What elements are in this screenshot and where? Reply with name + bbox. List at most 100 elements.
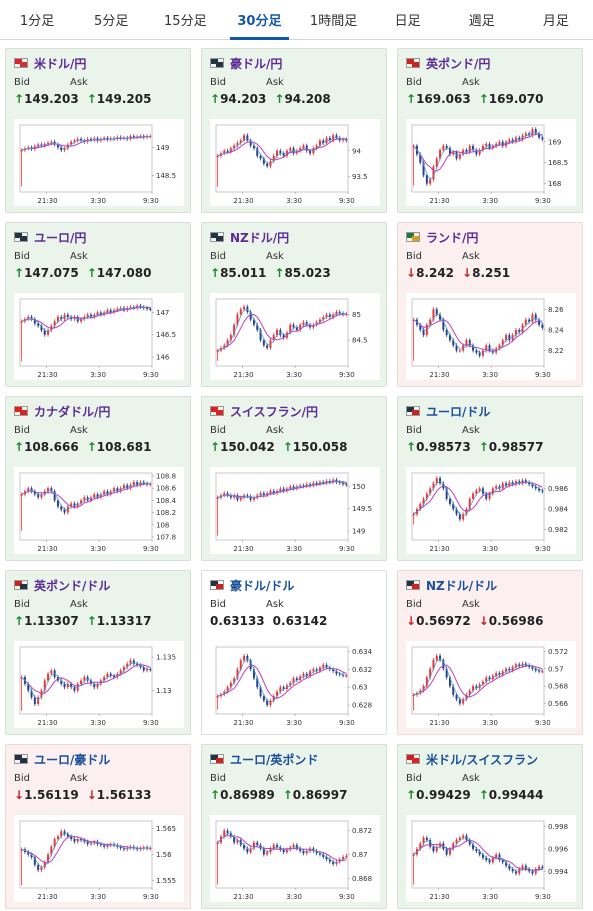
mini-candle-chart[interactable]: 0.998 0.996 0.994 21:30 3:30 9:30 bbox=[406, 815, 576, 902]
candle-body bbox=[276, 329, 279, 336]
candle-body bbox=[86, 841, 89, 845]
candle-body bbox=[132, 660, 135, 664]
candle-body bbox=[83, 840, 86, 842]
pair-name-link[interactable]: カナダドル/円 bbox=[34, 404, 111, 419]
trend-arrow-icon: ↑ bbox=[282, 440, 293, 454]
pair-name-link[interactable]: 英ポンド/ドル bbox=[34, 578, 111, 593]
rate-card[interactable]: ランド/円 Bid Ask ↓8.242 ↓8.251 8.26 8.24 8.22 21:30… bbox=[397, 222, 583, 387]
rate-card[interactable]: NZドル/円 Bid Ask ↑85.011 ↑85.023 85 84.5 21:30 3:3… bbox=[201, 222, 387, 387]
mini-candle-chart[interactable]: 108.8 108.6 108.4 108.2 108 107.8 21:30 3:30 9:3… bbox=[14, 467, 184, 554]
rate-card[interactable]: 米ドル/スイスフラン Bid Ask ↑0.99429 ↑0.99444 0.998 0.9… bbox=[397, 744, 583, 909]
pair-header[interactable]: カナダドル/円 bbox=[14, 403, 110, 419]
pair-name-link[interactable]: 豪ドル/ドル bbox=[230, 578, 295, 593]
pair-header[interactable]: NZドル/ドル bbox=[406, 577, 497, 593]
moving-average-line bbox=[413, 319, 543, 352]
candle-body bbox=[468, 839, 471, 845]
pair-header[interactable]: ユーロ/円 bbox=[14, 229, 86, 245]
rate-card[interactable]: 米ドル/円 Bid Ask ↑149.203 ↑149.205 149 148.5 21:30… bbox=[5, 48, 191, 213]
candle-body bbox=[249, 496, 252, 500]
candle-body bbox=[345, 139, 348, 141]
mini-candle-chart[interactable]: 0.872 0.87 0.868 21:30 3:30 9:30 bbox=[210, 815, 380, 902]
candle-body bbox=[47, 142, 50, 144]
candle-body bbox=[534, 486, 537, 489]
pair-name-link[interactable]: ユーロ/ドル bbox=[426, 404, 491, 419]
candle-body bbox=[259, 329, 262, 341]
mini-candle-chart[interactable]: 0.986 0.984 0.982 21:30 3:30 9:30 bbox=[406, 467, 576, 554]
x-tick-label: 9:30 bbox=[339, 197, 355, 205]
pair-header[interactable]: 英ポンド/ドル bbox=[14, 577, 110, 593]
mini-candle-chart[interactable]: 94 93.5 21:30 3:30 9:30 bbox=[210, 119, 380, 206]
rate-card[interactable]: ユーロ/英ポンド Bid Ask ↑0.86989 ↑0.86997 0.872 0.87 0… bbox=[201, 744, 387, 909]
pair-name-link[interactable]: 英ポンド/円 bbox=[426, 56, 491, 71]
candle-body bbox=[27, 147, 30, 149]
rate-card[interactable]: カナダドル/円 Bid Ask ↑108.666 ↑108.681 108.8 108.6 1… bbox=[5, 396, 191, 561]
mini-candle-chart[interactable]: 8.26 8.24 8.22 21:30 3:30 9:30 bbox=[406, 293, 576, 380]
pair-name-link[interactable]: ユーロ/豪ドル bbox=[34, 752, 111, 767]
candle-body bbox=[60, 147, 63, 151]
candle-body bbox=[249, 848, 252, 853]
rate-card[interactable]: ユーロ/ドル Bid Ask ↑0.98573 ↑0.98577 0.986 0.984 0.… bbox=[397, 396, 583, 561]
mini-candle-chart[interactable]: 0.634 0.632 0.63 0.628 21:30 3:30 9:30 bbox=[210, 641, 380, 728]
candle-body bbox=[538, 133, 541, 138]
tab-4[interactable]: 1時間足 bbox=[309, 14, 358, 29]
mini-candle-chart[interactable]: 150 149.5 149 21:30 3:30 9:30 bbox=[210, 467, 380, 554]
rate-card[interactable]: 豪ドル/円 Bid Ask ↑94.203 ↑94.208 94 93.5 21:30 3:30… bbox=[201, 48, 387, 213]
pair-header[interactable]: ランド/円 bbox=[406, 229, 478, 245]
pair-name-link[interactable]: ユーロ/円 bbox=[34, 230, 87, 245]
pair-header[interactable]: スイスフラン/円 bbox=[210, 403, 318, 419]
rate-card[interactable]: ユーロ/豪ドル Bid Ask ↓1.56119 ↓1.56133 1.565 1.56 1.… bbox=[5, 744, 191, 909]
tab-3[interactable]: 30分足 bbox=[222, 0, 296, 40]
pair-name-link[interactable]: 米ドル/円 bbox=[34, 56, 87, 71]
pair-name-link[interactable]: スイスフラン/円 bbox=[230, 404, 319, 419]
pair-name-link[interactable]: 米ドル/スイスフラン bbox=[426, 752, 539, 767]
pair-header[interactable]: 豪ドル/ドル bbox=[210, 577, 294, 593]
pair-name-link[interactable]: ランド/円 bbox=[426, 230, 479, 245]
candle-body bbox=[328, 314, 331, 318]
pair-name-link[interactable]: NZドル/円 bbox=[230, 230, 290, 245]
candle-body bbox=[119, 670, 122, 674]
mini-candle-chart[interactable]: 1.565 1.56 1.555 21:30 3:30 9:30 bbox=[14, 815, 184, 902]
candle-body bbox=[103, 137, 106, 139]
candle-body bbox=[66, 833, 69, 837]
x-tick-label: 21:30 bbox=[37, 197, 57, 205]
candle-body bbox=[452, 152, 455, 155]
mini-candle-chart[interactable]: 85 84.5 21:30 3:30 9:30 bbox=[210, 293, 380, 380]
pair-header[interactable]: ユーロ/英ポンド bbox=[210, 751, 318, 767]
tab-7[interactable]: 月足 bbox=[542, 14, 569, 29]
mini-candle-chart[interactable]: 0.572 0.57 0.568 0.566 21:30 3:30 9:30 bbox=[406, 641, 576, 728]
pair-name-link[interactable]: 豪ドル/円 bbox=[230, 56, 283, 71]
pair-header[interactable]: 英ポンド/円 bbox=[406, 55, 490, 71]
mini-candle-chart[interactable]: 147 146.5 146 21:30 3:30 9:30 bbox=[14, 293, 184, 380]
rate-card[interactable]: 豪ドル/ドル Bid Ask 0.63133 0.63142 0.634 0.632 0.63… bbox=[201, 570, 387, 735]
rate-card[interactable]: 英ポンド/円 Bid Ask ↑169.063 ↑169.070 169 168.5 168 2… bbox=[397, 48, 583, 213]
mini-candle-chart[interactable]: 149 148.5 21:30 3:30 9:30 bbox=[14, 119, 184, 206]
rate-card[interactable]: スイスフラン/円 Bid Ask ↑150.042 ↑150.058 150 149.5 14… bbox=[201, 396, 387, 561]
rate-card[interactable]: NZドル/ドル Bid Ask ↓0.56972 ↓0.56986 0.572 0.57 0.… bbox=[397, 570, 583, 735]
plot-frame bbox=[215, 298, 349, 367]
mini-candle-chart[interactable]: 169 168.5 168 21:30 3:30 9:30 bbox=[406, 119, 576, 206]
candle-body bbox=[226, 830, 229, 833]
pair-name-link[interactable]: NZドル/ドル bbox=[426, 578, 498, 593]
tab-6[interactable]: 週足 bbox=[468, 14, 495, 29]
pair-name-link[interactable]: ユーロ/英ポンド bbox=[230, 752, 319, 767]
pair-header[interactable]: 米ドル/円 bbox=[14, 55, 86, 71]
pair-header[interactable]: ユーロ/ドル bbox=[406, 403, 490, 419]
tab-0[interactable]: 1分足 bbox=[19, 14, 55, 29]
tab-1[interactable]: 5分足 bbox=[94, 14, 129, 29]
candle-body bbox=[146, 307, 149, 309]
tab-2[interactable]: 15分足 bbox=[164, 14, 207, 29]
candle-body bbox=[40, 325, 43, 331]
plot-frame bbox=[215, 646, 349, 715]
candle-body bbox=[233, 324, 236, 336]
tab-5[interactable]: 日足 bbox=[394, 14, 421, 29]
rate-card[interactable]: ユーロ/円 Bid Ask ↑147.075 ↑147.080 147 146.5 146 21… bbox=[5, 222, 191, 387]
pair-header[interactable]: 豪ドル/円 bbox=[210, 55, 282, 71]
pair-header[interactable]: NZドル/円 bbox=[210, 229, 289, 245]
candle-body bbox=[458, 154, 461, 159]
candle-body bbox=[332, 669, 335, 672]
candle-body bbox=[541, 137, 544, 140]
mini-candle-chart[interactable]: 1.135 1.13 21:30 3:30 9:30 bbox=[14, 641, 184, 728]
rate-card[interactable]: 英ポンド/ドル Bid Ask ↑1.13307 ↑1.13317 1.135 1.13 21… bbox=[5, 570, 191, 735]
pair-header[interactable]: 米ドル/スイスフラン bbox=[406, 751, 538, 767]
pair-header[interactable]: ユーロ/豪ドル bbox=[14, 751, 110, 767]
